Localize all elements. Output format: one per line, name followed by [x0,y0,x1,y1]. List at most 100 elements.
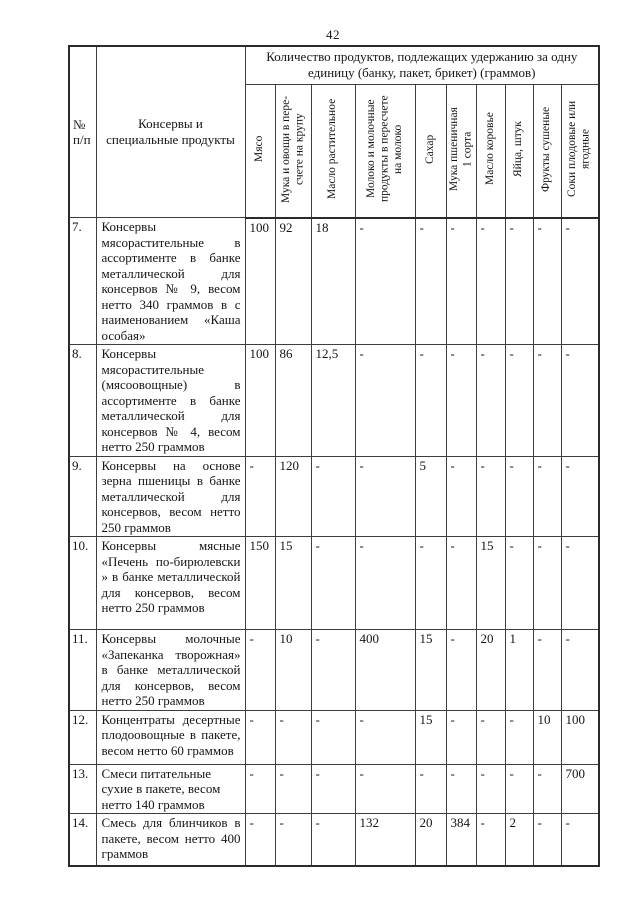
row-number-cell: 12. [68,709,97,765]
product-name-cell: Смеси питательные сухие в пакете, весом … [95,763,246,814]
value-cell: - [475,709,506,765]
value-cell: - [414,344,447,457]
product-column-header-dried-fruits: Фрукты сушеные [532,83,562,219]
value-cell: 20 [475,629,506,711]
product-name-cell: Консервы на основе зерна пшеницы в банке… [95,455,246,537]
value-cell: - [532,455,562,537]
value-cell: - [244,455,276,537]
product-name-cell: Консервы мясорастительные (мясоовощные) … [95,344,246,457]
col-name-header: Консервы и специальные продукты [95,45,246,218]
value-cell: 100 [244,344,276,457]
vertical-header-label: Сахар [423,133,436,164]
value-cell: - [244,813,276,866]
table-row: 14. Смесь для блинчиков в пакете, весом … [68,813,600,866]
value-cell: - [414,536,447,630]
value-cell: - [475,763,506,814]
value-cell: 12,5 [310,344,356,457]
product-column-header-flour-vegetables: Мука и овощи в пере- счете на крупу [274,83,312,219]
value-cell: - [560,536,600,630]
value-cell: - [475,813,506,866]
col-number-header: № п/п [68,45,97,218]
value-cell: - [445,536,477,630]
value-cell: 15 [475,536,506,630]
value-cell: - [445,709,477,765]
table-row: 8. Консервы мясорастительные (мясоовощны… [68,344,600,457]
value-cell: - [532,629,562,711]
product-name-cell: Концентраты десертные плодоовощные в пак… [95,709,246,765]
value-cell: 10 [274,629,312,711]
value-cell: - [475,455,506,537]
vertical-header-label: Масло коровье [483,112,496,185]
value-cell: 1 [504,629,534,711]
vertical-header-label: Мука пшеничная 1 сорта [447,106,474,191]
value-cell: 10 [532,709,562,765]
value-cell: - [560,813,600,866]
quantity-span-header: Количество продуктов, подлежащих удержан… [244,45,600,85]
value-cell: - [475,217,506,345]
products-table: № п/п Консервы и специальные продукты Ко… [68,45,601,867]
value-cell: 700 [560,763,600,814]
value-cell: - [310,709,356,765]
vertical-header-label: Мука и овощи в пере- счете на крупу [279,94,306,203]
value-cell: 15 [414,709,447,765]
value-cell: - [475,344,506,457]
product-name-cell: Консервы мясорастительные в ассортименте… [95,217,246,345]
value-cell: 15 [414,629,447,711]
value-cell: - [354,709,416,765]
value-cell: - [310,455,356,537]
row-number-cell: 14. [68,813,97,866]
value-cell: 100 [560,709,600,765]
value-cell: - [310,536,356,630]
product-name-cell: Консервы молочные «Запеканка творожная» … [95,629,246,711]
value-cell: - [445,217,477,345]
value-cell: - [532,813,562,866]
value-cell: - [560,629,600,711]
value-cell: - [504,344,534,457]
value-cell: - [532,536,562,630]
value-cell: - [532,763,562,814]
vertical-header-label: Соки плодовые или ягодные [566,100,592,197]
row-number-cell: 11. [68,629,97,711]
value-cell: - [310,813,356,866]
value-cell: - [354,763,416,814]
value-cell: 5 [414,455,447,537]
value-cell: - [504,217,534,345]
value-cell: - [414,763,447,814]
product-column-header-milk: Молоко и молочные продукты в пересчете н… [354,83,416,219]
product-name-cell: Смесь для блинчиков в пакете, весом нетт… [95,813,246,866]
value-cell: 86 [274,344,312,457]
row-number-cell: 13. [68,763,97,814]
vertical-header-label: Фрукты сушеные [540,105,553,192]
product-column-header-eggs: Яйца, штук [504,83,534,219]
value-cell: 100 [244,217,276,345]
value-cell: - [354,217,416,345]
value-cell: - [560,217,600,345]
row-number-cell: 8. [68,344,97,457]
product-column-header-sugar: Сахар [414,83,447,219]
table-row: 9. Консервы на основе зерна пшеницы в ба… [68,455,600,537]
vertical-header-label: Мясо [253,135,266,162]
value-cell: - [274,763,312,814]
page-number: 42 [326,27,340,42]
vertical-header-label: Молоко и молочные продукты в пересчете н… [364,95,404,202]
vertical-header-label: Яйца, штук [512,120,525,177]
table-row: 7. Консервы мясорастительные в ассортиме… [68,217,600,345]
value-cell: 400 [354,629,416,711]
value-cell: - [354,455,416,537]
value-cell: 120 [274,455,312,537]
value-cell: 2 [504,813,534,866]
value-cell: 20 [414,813,447,866]
value-cell: - [560,455,600,537]
value-cell: - [504,763,534,814]
value-cell: - [354,344,416,457]
value-cell: - [414,217,447,345]
value-cell: - [310,629,356,711]
value-cell: 15 [274,536,312,630]
table-row: 12. Концентраты десертные плодоовощные в… [68,709,600,765]
value-cell: - [445,344,477,457]
value-cell: - [354,536,416,630]
row-number-cell: 10. [68,536,97,630]
value-cell: - [445,455,477,537]
row-number-cell: 9. [68,455,97,537]
